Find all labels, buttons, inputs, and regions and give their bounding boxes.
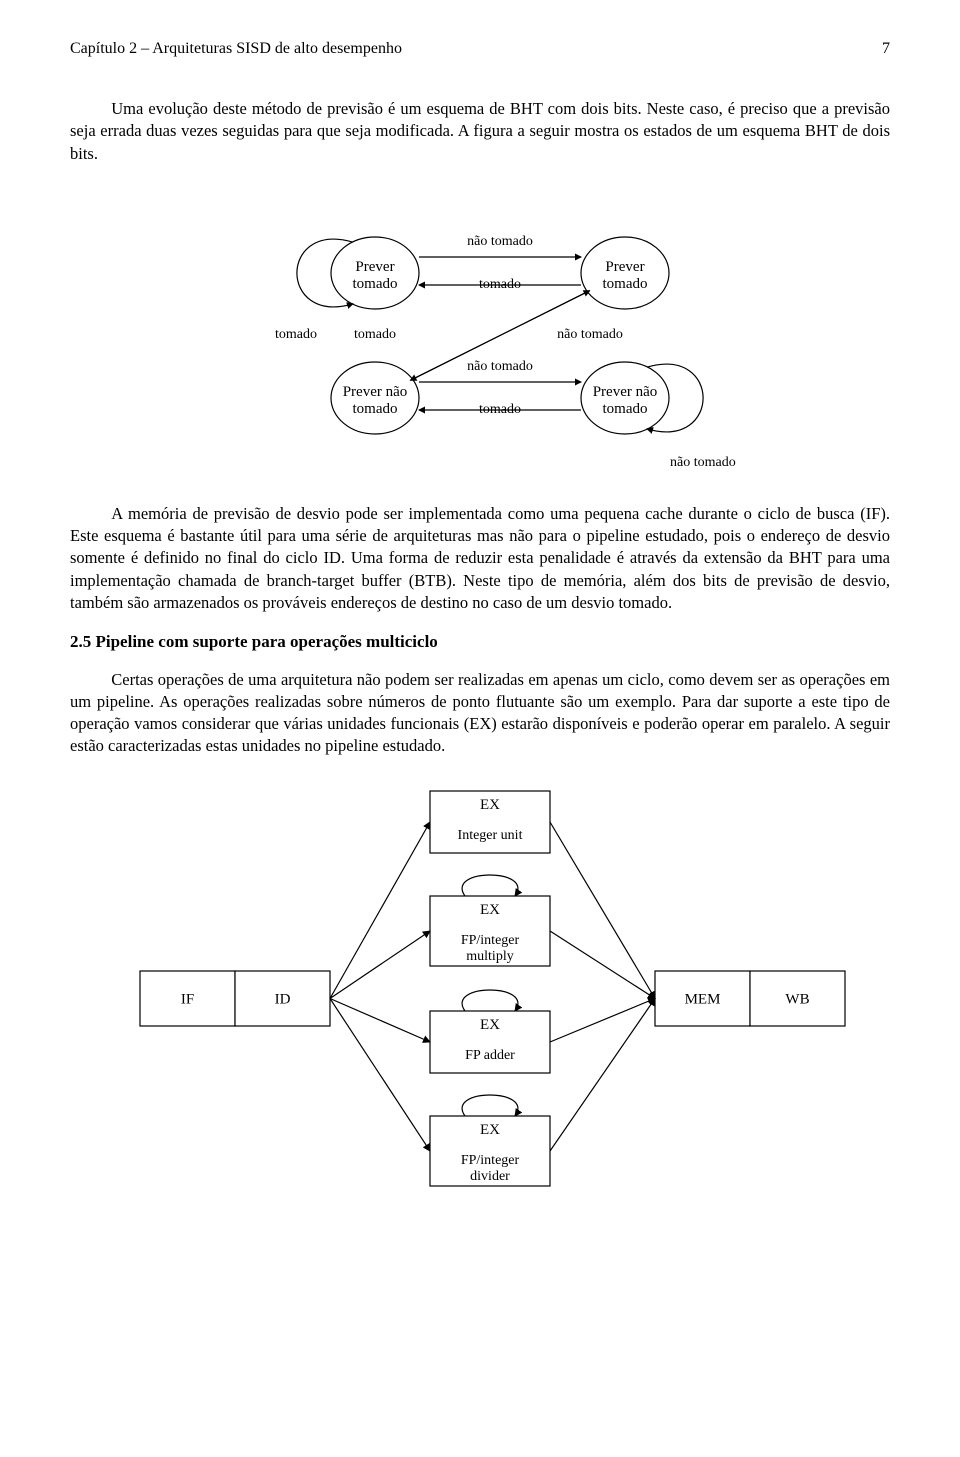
paragraph-2: A memória de previsão de desvio pode ser… (70, 503, 890, 614)
svg-text:tomado: tomado (353, 276, 398, 292)
page: Capítulo 2 – Arquiteturas SISD de alto d… (0, 0, 960, 1457)
svg-text:tomado: tomado (354, 327, 396, 342)
svg-text:IF: IF (181, 991, 194, 1007)
svg-text:ID: ID (275, 991, 291, 1007)
svg-text:não tomado: não tomado (670, 455, 736, 470)
svg-text:Integer unit: Integer unit (458, 828, 523, 843)
svg-text:tomado: tomado (603, 401, 648, 417)
svg-text:não tomado: não tomado (557, 327, 623, 342)
svg-text:FP/integer: FP/integer (461, 933, 520, 948)
svg-text:não tomado: não tomado (467, 234, 533, 249)
svg-text:Prever: Prever (605, 259, 644, 275)
paragraph-1: Uma evolução deste método de previsão é … (70, 98, 890, 165)
svg-text:tomado: tomado (479, 402, 521, 417)
bht-state-diagram: PrevertomadoPrevertomadoPrever nãotomado… (170, 183, 790, 483)
svg-text:não tomado: não tomado (467, 359, 533, 374)
svg-text:WB: WB (785, 991, 809, 1007)
svg-text:EX: EX (480, 797, 500, 813)
svg-text:tomado: tomado (275, 327, 317, 342)
svg-text:Prever não: Prever não (343, 384, 408, 400)
section-title: 2.5 Pipeline com suporte para operações … (70, 632, 890, 652)
svg-text:tomado: tomado (479, 277, 521, 292)
page-number: 7 (882, 40, 890, 58)
svg-text:FP adder: FP adder (465, 1048, 515, 1063)
running-header: Capítulo 2 – Arquiteturas SISD de alto d… (70, 40, 890, 58)
svg-text:EX: EX (480, 902, 500, 918)
svg-text:Prever: Prever (355, 259, 394, 275)
svg-text:FP/integer: FP/integer (461, 1153, 520, 1168)
svg-text:EX: EX (480, 1017, 500, 1033)
svg-text:Prever não: Prever não (593, 384, 658, 400)
svg-text:multiply: multiply (466, 949, 513, 964)
chapter-title: Capítulo 2 – Arquiteturas SISD de alto d… (70, 40, 402, 58)
svg-text:divider: divider (470, 1169, 510, 1184)
paragraph-3: Certas operações de uma arquitetura não … (70, 669, 890, 758)
svg-text:tomado: tomado (353, 401, 398, 417)
svg-text:MEM: MEM (685, 991, 721, 1007)
svg-text:tomado: tomado (603, 276, 648, 292)
svg-text:EX: EX (480, 1122, 500, 1138)
pipeline-diagram: IFIDMEMWBEXInteger unitEXFP/integermulti… (110, 776, 850, 1206)
